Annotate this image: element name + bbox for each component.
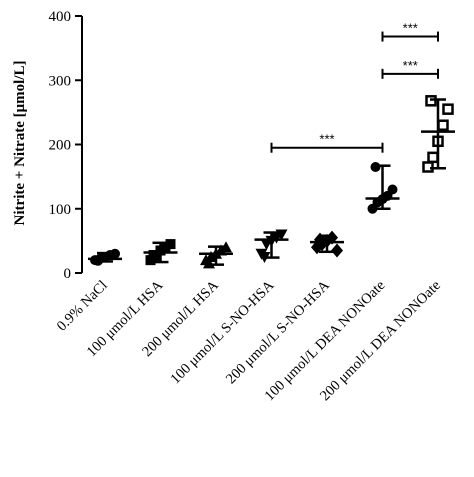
significance-brackets: *** *** ***: [270, 21, 439, 153]
data-point: [331, 243, 343, 258]
data-point: [205, 250, 217, 262]
data-point: [442, 103, 454, 115]
y-axis-title: Nitrite + Nitrate [μmol/L]: [12, 61, 28, 226]
group-6: [421, 95, 455, 173]
y-tick-label: 300: [49, 73, 72, 89]
data-point: [425, 95, 437, 107]
y-tick-label: 400: [49, 9, 72, 25]
group-2: [199, 241, 233, 269]
x-tick-label: 0.9% NaCl: [54, 278, 111, 335]
group-1: [143, 239, 178, 266]
x-tick-label: 100 μmol/L S-NO-HSA: [167, 277, 277, 387]
data-point: [148, 250, 159, 261]
group-4: [310, 230, 344, 258]
data-point: [422, 161, 434, 173]
y-axis-label: Nitrite + Nitrate [μmol/L]: [12, 61, 28, 226]
y-tick-label: 200: [49, 138, 72, 154]
group-0: [88, 248, 122, 266]
y-tick-label: 0: [64, 266, 72, 282]
data-point: [387, 184, 398, 195]
y-ticks: 0 100 200 300 400: [49, 9, 82, 282]
data-point: [110, 248, 120, 259]
significance-label: ***: [319, 132, 334, 147]
data-point: [427, 151, 439, 164]
data-point: [165, 239, 176, 250]
data-point: [370, 161, 381, 172]
x-tick-label: 200 μmol/L S-NO-HSA: [223, 277, 333, 387]
data-groups: [88, 95, 455, 269]
group-5: [365, 161, 400, 214]
data-point: [220, 241, 232, 253]
y-tick-label: 100: [49, 202, 72, 218]
significance-label: ***: [403, 21, 418, 36]
significance-label: ***: [403, 58, 418, 73]
data-point: [437, 119, 449, 131]
group-3: [254, 229, 289, 263]
